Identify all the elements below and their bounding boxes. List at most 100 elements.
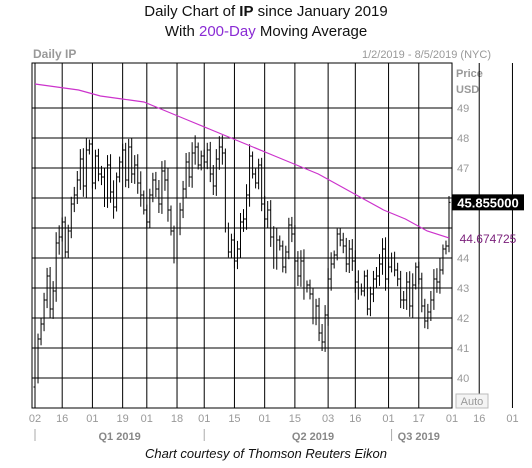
y-tick-label: 44 (457, 253, 469, 265)
price-bar (169, 205, 173, 236)
price-bar (329, 252, 333, 291)
price-bar (220, 135, 224, 165)
auto-scale-label: Auto (461, 396, 484, 408)
price-bar (441, 244, 445, 275)
x-tick-label: 15 (289, 413, 301, 425)
price-bar (245, 184, 249, 230)
y-tick-label: 41 (457, 343, 469, 355)
price-bar (320, 324, 324, 351)
last-price-label: 45.855000 (457, 195, 518, 210)
x-tick-label: 03 (322, 413, 334, 425)
price-bar (381, 238, 385, 275)
x-tick-label: 16 (349, 413, 361, 425)
price-bar (365, 269, 369, 316)
price-bar (151, 172, 155, 203)
chart-area: Daily IP 1/2/2019 - 8/5/2019 (NYC) Price… (0, 44, 532, 444)
price-bar (178, 202, 182, 236)
price-bar (118, 156, 122, 183)
price-bar (54, 232, 58, 302)
price-bar (272, 226, 276, 269)
price-bar (45, 267, 49, 309)
price-bar (48, 267, 52, 318)
auto-scale-button[interactable]: Auto (455, 393, 489, 409)
price-bar (112, 180, 116, 219)
price-bar (87, 139, 91, 155)
x-tick-label: 19 (117, 413, 129, 425)
price-bar (75, 171, 79, 204)
price-bar (281, 240, 285, 273)
chart-header: Daily IP 1/2/2019 - 8/5/2019 (NYC) Price… (33, 47, 491, 96)
price-bar (308, 279, 312, 300)
y-tick-label: 43 (457, 283, 469, 295)
currency-label: USD (456, 84, 479, 96)
price-bar (214, 149, 218, 196)
price-bar (435, 268, 439, 293)
price-bar (257, 158, 261, 190)
price-bar (338, 227, 342, 247)
y-tick-label: 47 (457, 163, 469, 175)
last-price-badge (452, 194, 524, 211)
x-tick-label: 01 (382, 413, 394, 425)
price-bar (393, 251, 397, 277)
price-bar (103, 168, 107, 207)
y-tick-label: 42 (457, 313, 469, 325)
price-bar (275, 228, 279, 270)
price-bar (109, 154, 113, 203)
price-bar (359, 283, 363, 296)
price-bar (193, 135, 197, 165)
x-tick-label: 01 (259, 413, 271, 425)
quarter-labels: Q1 2019 Q2 2019 Q3 2019 (34, 429, 440, 443)
price-bar (133, 155, 137, 184)
chart-title-line-2: With 200-Day Moving Average (164, 23, 368, 40)
price-bar (399, 270, 403, 309)
price-bar (99, 165, 103, 186)
price-bar (371, 270, 375, 303)
price-bar (438, 258, 442, 294)
price-bar (217, 136, 221, 170)
price-bar (408, 271, 412, 317)
price-bar (335, 228, 339, 261)
price-bar (362, 270, 366, 297)
x-tick-label: 16 (473, 413, 485, 425)
price-bar (299, 250, 303, 287)
x-tick-label: 18 (171, 413, 183, 425)
y-tick-label: 48 (457, 133, 469, 145)
price-bar (387, 262, 391, 284)
price-bar (429, 291, 433, 321)
x-tick-label: 15 (228, 413, 240, 425)
price-axis-title: Price (456, 68, 483, 80)
price-bar (390, 252, 394, 273)
price-bar (205, 142, 209, 170)
x-tick-label: 16 (56, 413, 68, 425)
price-bar (323, 305, 327, 352)
price-bar (317, 297, 321, 342)
price-bar (106, 155, 110, 208)
price-bar (254, 168, 258, 189)
price-bar (130, 138, 134, 183)
price-bar (69, 196, 73, 239)
price-bar (402, 291, 406, 309)
price-bar (341, 232, 345, 254)
price-bar (284, 245, 288, 274)
price-bar (242, 209, 246, 232)
price-bar (199, 150, 203, 171)
price-bar (157, 180, 161, 213)
price-bar (251, 151, 255, 179)
price-bar (63, 216, 67, 258)
price-bar (145, 204, 149, 228)
price-bar (124, 142, 128, 188)
price-bar (190, 142, 194, 188)
price-bar (223, 148, 227, 233)
price-bar (353, 250, 357, 293)
price-bar (405, 272, 409, 310)
moving-average-line (34, 83, 450, 239)
y-tick-label: 49 (457, 103, 469, 115)
price-bar (302, 249, 306, 300)
price-bar (36, 333, 40, 384)
price-bar (208, 141, 212, 183)
y-axis-labels: 40 41 42 43 44 47 48 49 (457, 103, 469, 385)
price-bar (287, 217, 291, 260)
ticker-symbol: IP (239, 3, 254, 20)
price-bar (423, 298, 427, 329)
price-bar (296, 251, 300, 286)
